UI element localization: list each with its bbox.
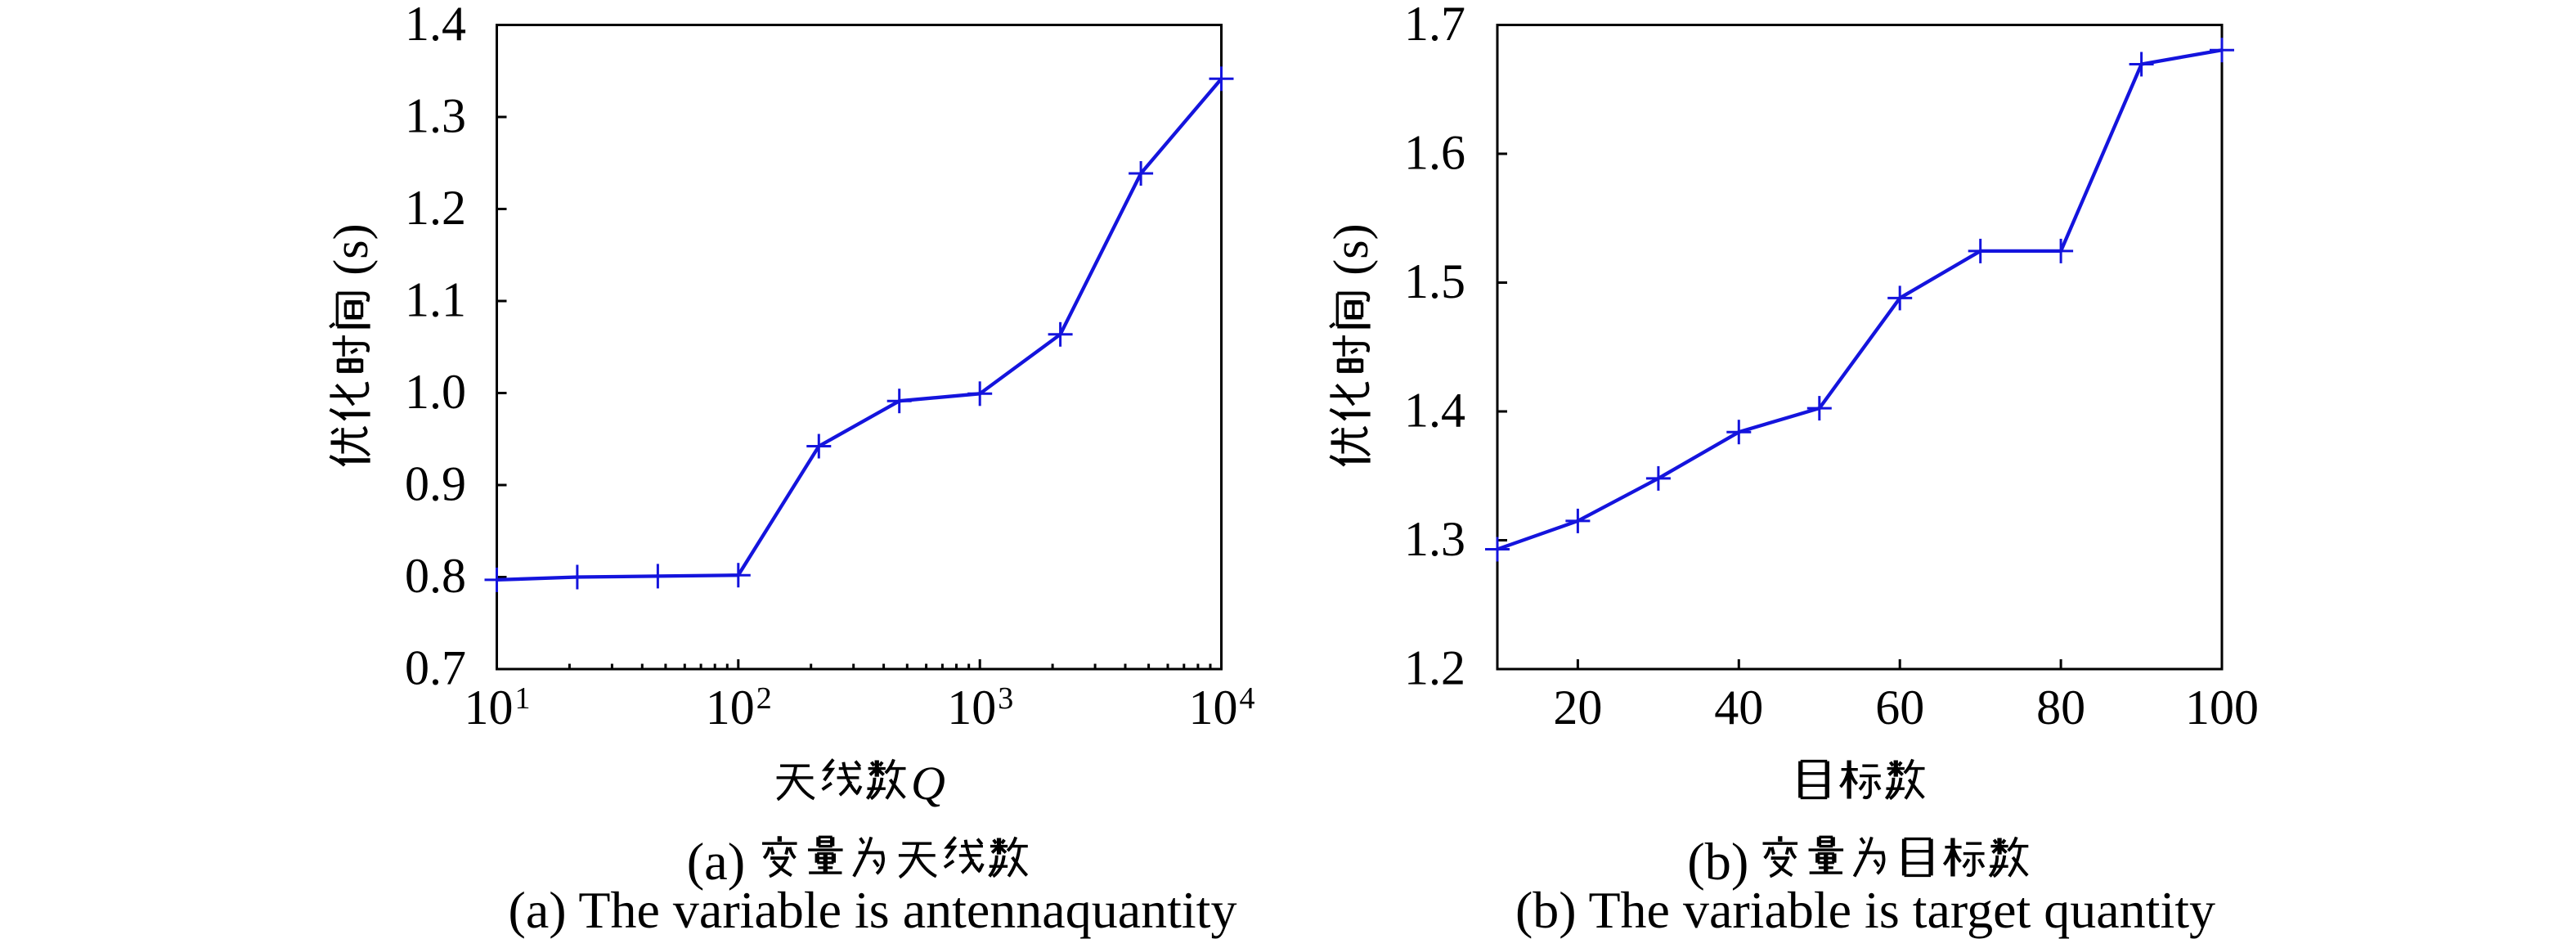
svg-text:1.4: 1.4 xyxy=(1404,384,1465,438)
svg-text:1: 1 xyxy=(515,681,531,716)
svg-text:1.2: 1.2 xyxy=(1404,641,1465,695)
svg-text:10: 10 xyxy=(947,681,996,735)
svg-text:1.1: 1.1 xyxy=(405,273,466,327)
svg-text:1.3: 1.3 xyxy=(1404,512,1465,566)
svg-text:40: 40 xyxy=(1714,681,1763,735)
svg-text:2: 2 xyxy=(756,681,772,716)
svg-text:3: 3 xyxy=(998,681,1013,716)
svg-text:(a) The variable is antennaqua: (a) The variable is antennaquantity xyxy=(509,881,1237,939)
svg-text:100: 100 xyxy=(2185,681,2259,735)
svg-text:0.8: 0.8 xyxy=(405,549,466,603)
svg-text:(s): (s) xyxy=(1324,223,1378,275)
svg-text:80: 80 xyxy=(2036,681,2085,735)
svg-text:(b) The variable is target qua: (b) The variable is target quantity xyxy=(1515,881,2215,939)
svg-text:1.3: 1.3 xyxy=(405,89,466,143)
svg-text:1.4: 1.4 xyxy=(405,0,466,51)
svg-text:4: 4 xyxy=(1240,681,1255,716)
svg-text:10: 10 xyxy=(1189,681,1238,735)
svg-text:20: 20 xyxy=(1553,681,1602,735)
svg-text:0.9: 0.9 xyxy=(405,457,466,511)
svg-text:Q: Q xyxy=(911,757,945,810)
svg-text:1.7: 1.7 xyxy=(1404,0,1465,51)
svg-text:0.7: 0.7 xyxy=(405,641,466,695)
svg-text:(a): (a) xyxy=(687,833,746,891)
svg-text:1.5: 1.5 xyxy=(1404,254,1465,308)
svg-text:(b): (b) xyxy=(1687,833,1748,891)
svg-text:10: 10 xyxy=(464,681,514,735)
svg-text:(s): (s) xyxy=(324,223,378,275)
svg-text:10: 10 xyxy=(706,681,755,735)
svg-text:1.6: 1.6 xyxy=(1404,126,1465,180)
svg-text:1.2: 1.2 xyxy=(405,181,466,235)
svg-text:1.0: 1.0 xyxy=(405,365,466,419)
svg-text:60: 60 xyxy=(1875,681,1924,735)
